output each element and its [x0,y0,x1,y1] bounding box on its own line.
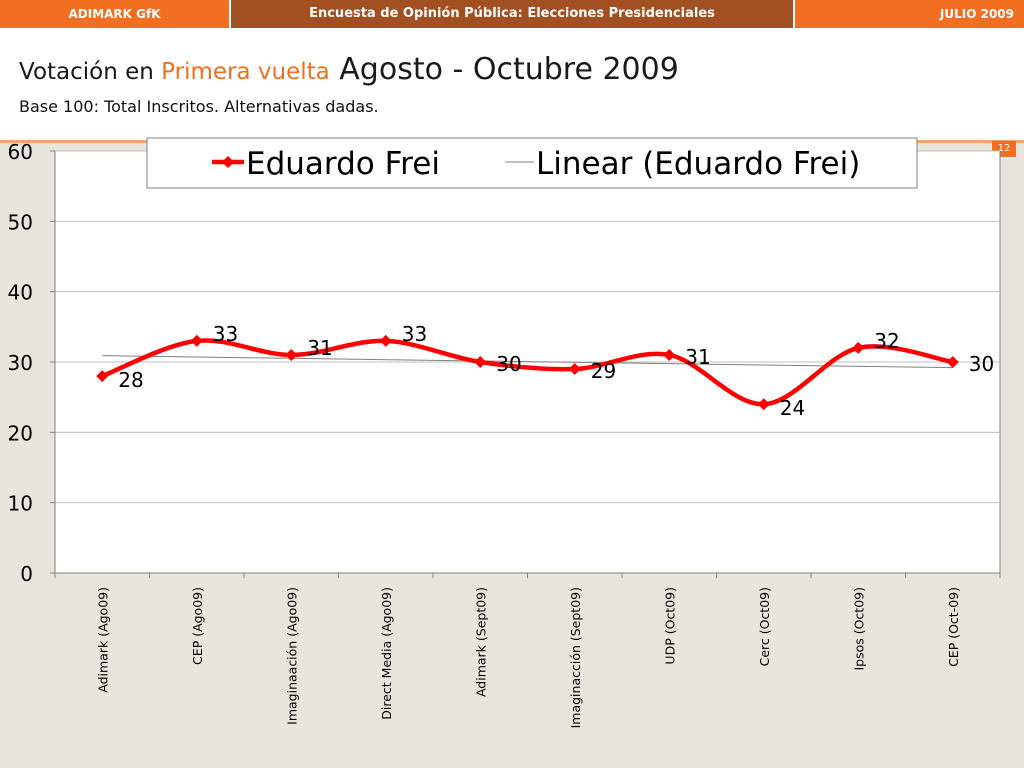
x-tick-label: CEP (Ago09) [190,587,205,665]
data-point [285,348,298,361]
data-label: 30 [496,352,521,376]
data-label: 30 [969,352,994,376]
data-point [474,356,487,368]
header-company: ADIMARK GfK [0,0,229,28]
data-point [852,341,865,354]
header-date: JULIO 2009 [795,0,1024,28]
y-tick-label: 60 [8,140,33,164]
y-tick-label: 30 [8,351,33,375]
y-tick-label: 20 [8,421,33,445]
data-label: 33 [213,322,238,346]
title-part-2: Primera vuelta [161,59,330,85]
trend-line [102,355,953,369]
header-bar: ADIMARK GfK Encuesta de Opinión Pública:… [0,0,1024,28]
y-tick-label: 40 [8,281,33,305]
data-point [568,363,581,376]
data-point [96,370,109,383]
page-subtitle: Base 100: Total Inscritos. Alternativas … [19,97,379,116]
x-tick-label: Ipsos (Oct09) [851,587,866,671]
x-tick-label: Direct Media (Ago09) [379,587,394,720]
data-label: 24 [780,396,805,420]
x-tick-label: Cerc (Oct09) [757,587,772,666]
data-point [190,334,203,347]
data-point [757,398,770,411]
x-tick-label: UDP (Oct09) [662,587,677,665]
title-part-1: Votación en [19,59,162,85]
series-line-eduardo-frei [101,338,954,407]
data-label: 32 [874,329,899,353]
legend-label-trend: Linear (Eduardo Frei) [536,146,860,182]
y-tick-label: 0 [20,562,33,586]
x-tick-label: Adimark (Sept09) [473,587,488,697]
page-title: Votación en Primera vuelta Agosto - Octu… [19,52,679,87]
data-label: 31 [685,345,710,369]
header-survey-title: Encuesta de Opinión Pública: Elecciones … [231,0,793,28]
legend-label-series: Eduardo Frei [246,146,440,182]
x-tick-label: Adimark (Ago09) [95,587,110,693]
x-tick-label: CEP (Oct-09) [946,587,961,667]
y-tick-label: 50 [8,210,33,234]
x-tick-label: Imaginacción (Sept09) [568,587,583,728]
x-tick-label: Imaginaación (Ago09) [284,587,299,725]
data-point [663,348,676,361]
data-label: 31 [307,336,332,360]
legend-swatch-marker [222,156,234,168]
data-label: 28 [118,368,143,392]
legend-box [146,137,918,189]
title-part-3: Agosto - Octubre 2009 [329,52,679,87]
header-date-text: JULIO 2009 [939,7,1014,21]
data-label: 29 [591,359,616,383]
data-point [946,356,959,368]
data-label: 33 [402,322,427,346]
data-point [379,334,392,347]
y-tick-label: 10 [8,492,33,516]
